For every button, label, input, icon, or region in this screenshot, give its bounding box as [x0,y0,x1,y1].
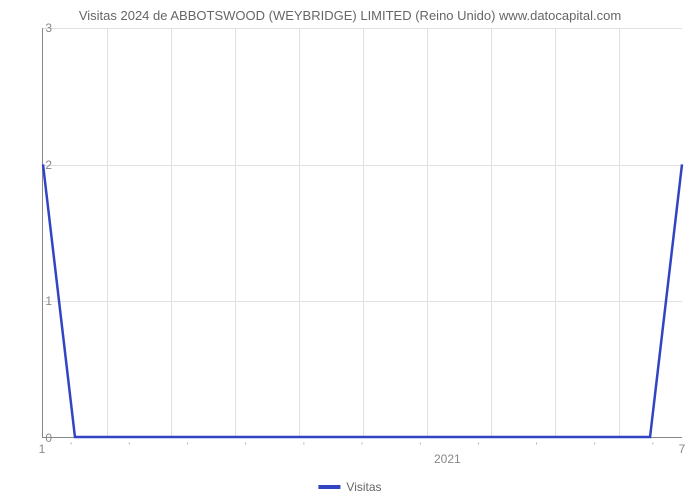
x-minor-tick: ' [594,441,596,451]
line-chart-svg [43,28,682,437]
y-tick-label: 0 [45,431,52,445]
y-tick-label: 1 [45,294,52,308]
x-minor-tick: ' [245,441,247,451]
chart-title: Visitas 2024 de ABBOTSWOOD (WEYBRIDGE) L… [0,0,700,23]
legend: Visitas [318,480,381,494]
x-minor-tick: ' [652,441,654,451]
x-minor-tick: ' [128,441,130,451]
y-tick-label: 3 [45,21,52,35]
y-tick-label: 2 [45,158,52,172]
x-minor-tick: ' [361,441,363,451]
x-minor-tick: ' [419,441,421,451]
legend-swatch [318,485,340,489]
x-annotation-label: 2021 [434,452,461,466]
plot-area [42,28,682,438]
x-minor-tick: ' [536,441,538,451]
x-minor-tick: ' [70,441,72,451]
x-tick-label: 1 [39,442,46,456]
x-minor-tick: ' [187,441,189,451]
x-tick-label: 7 [679,442,686,456]
x-minor-tick: ' [303,441,305,451]
x-minor-tick: ' [478,441,480,451]
legend-label: Visitas [346,480,381,494]
chart-container [42,28,682,438]
